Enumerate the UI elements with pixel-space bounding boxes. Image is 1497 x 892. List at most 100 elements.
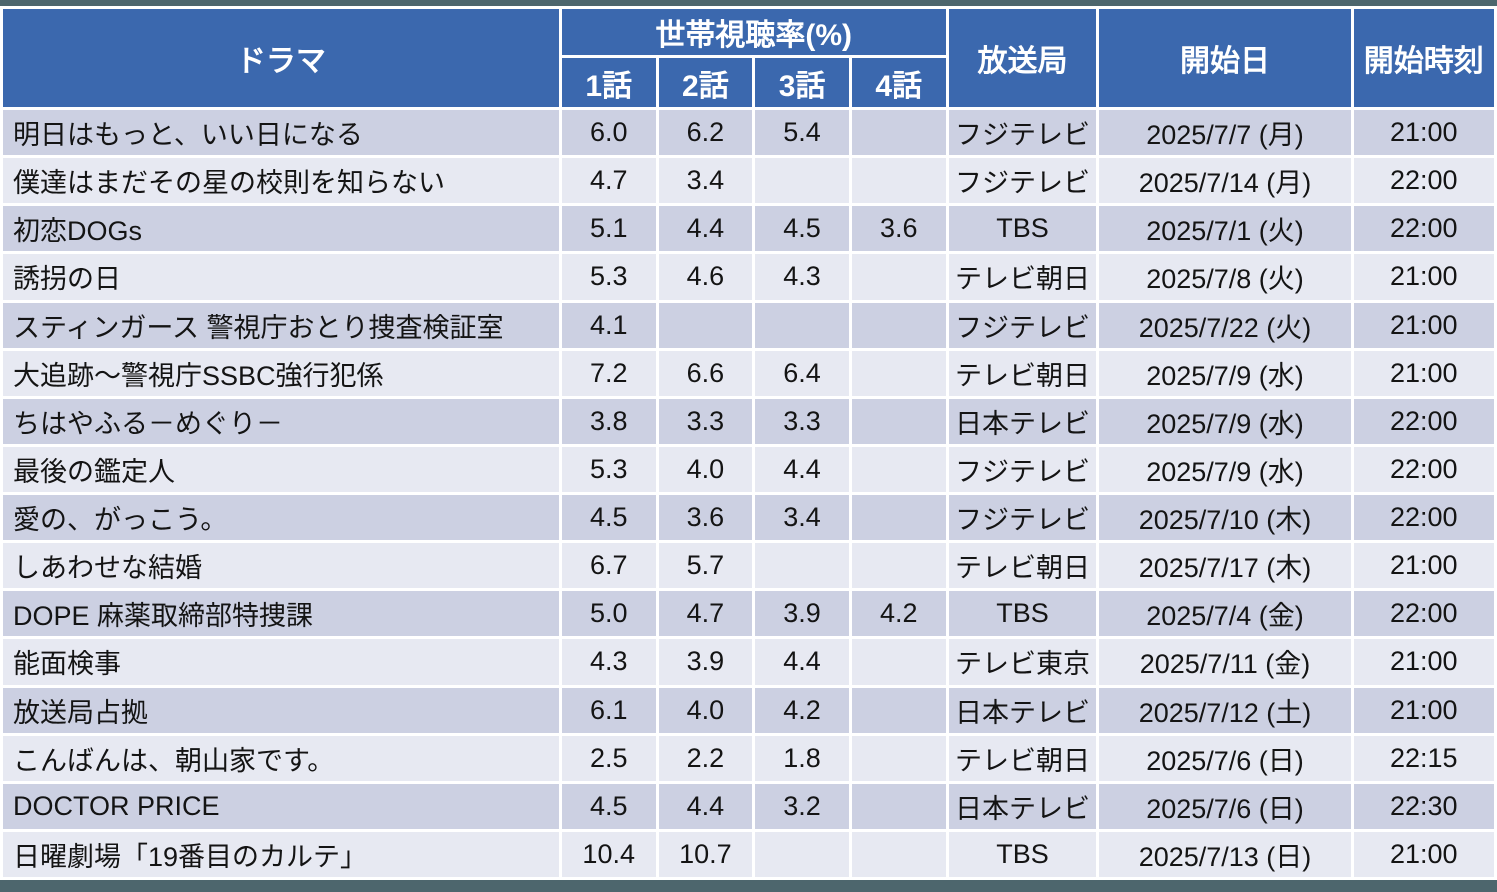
table-row: 明日はもっと、いい日になる 6.0 6.2 5.4 フジテレビ 2025/7/7…: [0, 106, 1497, 159]
rating-ep3-cell: [752, 828, 852, 881]
station-cell: テレビ朝日: [945, 347, 1100, 399]
start-date-cell: 2025/7/4 (金): [1096, 588, 1354, 640]
rating-ep4-cell: [848, 251, 949, 303]
table-row: DOCTOR PRICE 4.5 4.4 3.2 日本テレビ 2025/7/6 …: [0, 780, 1497, 832]
station-cell: 日本テレビ: [945, 684, 1100, 736]
rating-ep3-cell: 1.8: [752, 732, 852, 784]
rating-ep4-cell: [848, 155, 949, 207]
station-cell: フジテレビ: [945, 106, 1100, 159]
drama-title-cell: 放送局占拠: [0, 684, 562, 736]
rating-ep2-cell: 5.7: [655, 540, 756, 592]
drama-ratings-table: ドラマ 世帯視聴率(%) 放送局 開始日 開始時刻 1話 2話 3話 4話 明日…: [0, 6, 1497, 881]
rating-ep4-cell: [848, 443, 949, 496]
drama-title-cell: こんばんは、朝山家です。: [0, 732, 562, 784]
rating-ep1-cell: 2.5: [558, 732, 659, 784]
table-row: スティンガース 警視庁おとり捜査検証室 4.1 フジテレビ 2025/7/22 …: [0, 299, 1497, 351]
drama-title-cell: 最後の鑑定人: [0, 443, 562, 496]
rating-ep4-cell: [848, 780, 949, 832]
rating-ep3-cell: 4.4: [752, 636, 852, 688]
start-date-cell: 2025/7/7 (月): [1096, 106, 1354, 159]
table-row: 僕達はまだその星の校則を知らない 4.7 3.4 フジテレビ 2025/7/14…: [0, 155, 1497, 207]
station-cell: テレビ朝日: [945, 732, 1100, 784]
table-row: 大追跡～警視庁SSBC強行犯係 7.2 6.6 6.4 テレビ朝日 2025/7…: [0, 347, 1497, 399]
rating-ep3-cell: 4.3: [752, 251, 852, 303]
rating-ep4-cell: [848, 106, 949, 159]
start-date-cell: 2025/7/6 (日): [1096, 780, 1354, 832]
station-cell: フジテレビ: [945, 491, 1100, 544]
start-date-cell: 2025/7/9 (水): [1096, 395, 1354, 447]
rating-ep2-cell: 3.3: [655, 395, 756, 447]
table-row: 日曜劇場「19番目のカルテ」 10.4 10.7 TBS 2025/7/13 (…: [0, 828, 1497, 881]
drama-title-cell: 初恋DOGs: [0, 203, 562, 255]
table-row: 愛の、がっこう。 4.5 3.6 3.4 フジテレビ 2025/7/10 (木)…: [0, 491, 1497, 544]
rating-ep3-cell: 4.2: [752, 684, 852, 736]
rating-ep3-cell: 4.4: [752, 443, 852, 496]
drama-title-cell: 日曜劇場「19番目のカルテ」: [0, 828, 562, 881]
rating-ep3-cell: [752, 299, 852, 351]
start-time-cell: 22:30: [1350, 780, 1497, 832]
header-episode-1: 1話: [558, 55, 659, 110]
start-time-cell: 21:00: [1350, 251, 1497, 303]
start-time-cell: 22:00: [1350, 155, 1497, 207]
table-row: 能面検事 4.3 3.9 4.4 テレビ東京 2025/7/11 (金) 21:…: [0, 636, 1497, 688]
rating-ep4-cell: [848, 299, 949, 351]
start-time-cell: 22:00: [1350, 203, 1497, 255]
start-date-cell: 2025/7/14 (月): [1096, 155, 1354, 207]
station-cell: TBS: [945, 203, 1100, 255]
rating-ep3-cell: 4.5: [752, 203, 852, 255]
station-cell: テレビ朝日: [945, 251, 1100, 303]
start-date-cell: 2025/7/8 (火): [1096, 251, 1354, 303]
rating-ep4-cell: [848, 828, 949, 881]
start-time-cell: 22:00: [1350, 395, 1497, 447]
rating-ep1-cell: 4.5: [558, 780, 659, 832]
station-cell: フジテレビ: [945, 155, 1100, 207]
start-time-cell: 21:00: [1350, 106, 1497, 159]
header-episode-3: 3話: [752, 55, 852, 110]
station-cell: 日本テレビ: [945, 395, 1100, 447]
rating-ep3-cell: 6.4: [752, 347, 852, 399]
start-time-cell: 21:00: [1350, 684, 1497, 736]
rating-ep1-cell: 6.7: [558, 540, 659, 592]
rating-ep2-cell: 6.6: [655, 347, 756, 399]
rating-ep1-cell: 5.3: [558, 443, 659, 496]
header-start-date: 開始日: [1096, 6, 1354, 110]
start-time-cell: 21:00: [1350, 347, 1497, 399]
table-row: 最後の鑑定人 5.3 4.0 4.4 フジテレビ 2025/7/9 (水) 22…: [0, 443, 1497, 496]
start-date-cell: 2025/7/10 (木): [1096, 491, 1354, 544]
rating-ep2-cell: 4.4: [655, 203, 756, 255]
table-row: 誘拐の日 5.3 4.6 4.3 テレビ朝日 2025/7/8 (火) 21:0…: [0, 251, 1497, 303]
rating-ep3-cell: 3.9: [752, 588, 852, 640]
station-cell: TBS: [945, 588, 1100, 640]
rating-ep4-cell: [848, 732, 949, 784]
station-cell: フジテレビ: [945, 299, 1100, 351]
table-row: しあわせな結婚 6.7 5.7 テレビ朝日 2025/7/17 (木) 21:0…: [0, 540, 1497, 592]
start-date-cell: 2025/7/22 (火): [1096, 299, 1354, 351]
rating-ep2-cell: 10.7: [655, 828, 756, 881]
rating-ep2-cell: 2.2: [655, 732, 756, 784]
rating-ep2-cell: 4.0: [655, 443, 756, 496]
start-time-cell: 22:15: [1350, 732, 1497, 784]
start-time-cell: 21:00: [1350, 299, 1497, 351]
start-time-cell: 21:00: [1350, 540, 1497, 592]
rating-ep4-cell: [848, 636, 949, 688]
start-date-cell: 2025/7/17 (木): [1096, 540, 1354, 592]
station-cell: テレビ朝日: [945, 540, 1100, 592]
start-date-cell: 2025/7/13 (日): [1096, 828, 1354, 881]
rating-ep1-cell: 4.3: [558, 636, 659, 688]
rating-ep2-cell: 4.4: [655, 780, 756, 832]
drama-title-cell: 僕達はまだその星の校則を知らない: [0, 155, 562, 207]
rating-ep3-cell: [752, 155, 852, 207]
rating-ep4-cell: [848, 684, 949, 736]
start-time-cell: 22:00: [1350, 491, 1497, 544]
rating-ep4-cell: 4.2: [848, 588, 949, 640]
start-date-cell: 2025/7/12 (土): [1096, 684, 1354, 736]
rating-ep3-cell: [752, 540, 852, 592]
table-row: 初恋DOGs 5.1 4.4 4.5 3.6 TBS 2025/7/1 (火) …: [0, 203, 1497, 255]
start-date-cell: 2025/7/9 (水): [1096, 443, 1354, 496]
drama-title-cell: DOPE 麻薬取締部特捜課: [0, 588, 562, 640]
rating-ep1-cell: 5.0: [558, 588, 659, 640]
rating-ep1-cell: 5.1: [558, 203, 659, 255]
header-start-time: 開始時刻: [1350, 6, 1497, 110]
start-date-cell: 2025/7/1 (火): [1096, 203, 1354, 255]
rating-ep4-cell: [848, 491, 949, 544]
